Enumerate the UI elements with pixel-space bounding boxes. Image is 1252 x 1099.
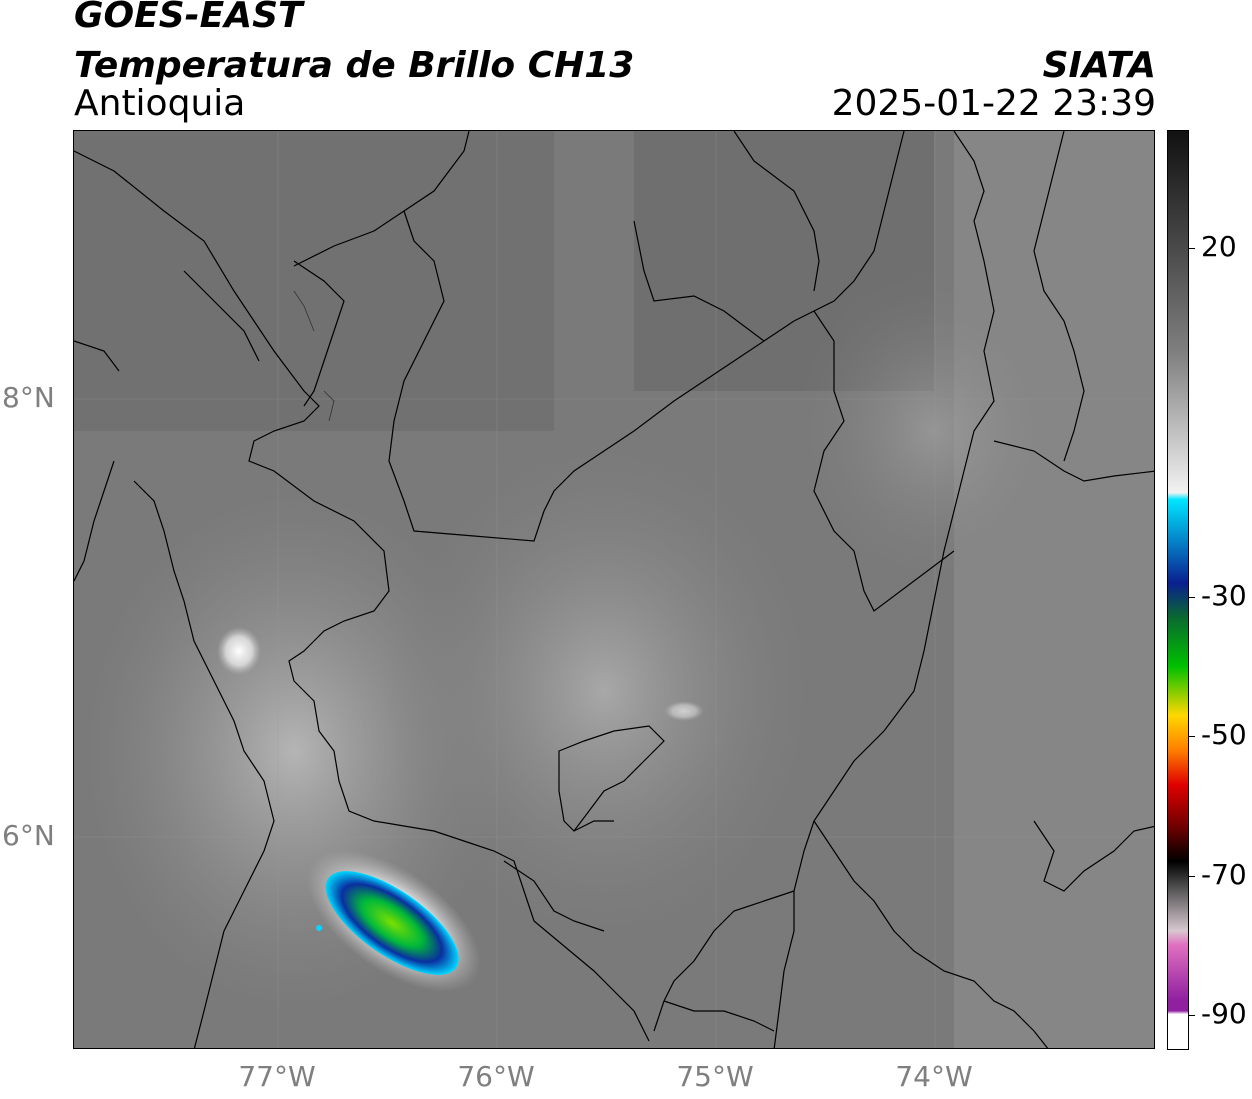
lon-label-77w: 77°W bbox=[238, 1060, 316, 1093]
colorbar-label-minus70: -70 bbox=[1201, 857, 1247, 891]
colorbar-tick bbox=[1189, 736, 1195, 738]
title-datetime: 2025-01-22 23:39 bbox=[831, 83, 1156, 124]
title-product: Temperatura de Brillo CH13 bbox=[74, 45, 635, 86]
map-canvas bbox=[74, 131, 1154, 1048]
colorbar-tick bbox=[1189, 875, 1195, 877]
borders bbox=[74, 131, 1154, 1048]
title-agency: SIATA bbox=[1042, 45, 1156, 86]
colorbar-label-minus50: -50 bbox=[1201, 718, 1247, 752]
title-region: Antioquia bbox=[74, 83, 246, 124]
colorbar-label-minus90: -90 bbox=[1201, 997, 1247, 1031]
lon-label-76w: 76°W bbox=[457, 1060, 535, 1093]
lat-label-8n: 8°N bbox=[2, 381, 55, 414]
lon-label-74w: 74°W bbox=[895, 1060, 973, 1093]
colorbar-tick bbox=[1189, 596, 1195, 598]
convective-cell bbox=[325, 871, 459, 975]
colorbar-label-20: 20 bbox=[1201, 230, 1237, 264]
lat-label-6n: 6°N bbox=[2, 819, 55, 852]
colorbar-tick bbox=[1189, 248, 1195, 250]
satellite-map bbox=[73, 130, 1155, 1049]
lon-label-75w: 75°W bbox=[676, 1060, 754, 1093]
colorbar bbox=[1167, 130, 1189, 1050]
colorbar-tick bbox=[1189, 1015, 1195, 1017]
title-satellite: GOES-EAST bbox=[74, 0, 303, 36]
colorbar-label-minus30: -30 bbox=[1201, 578, 1247, 612]
